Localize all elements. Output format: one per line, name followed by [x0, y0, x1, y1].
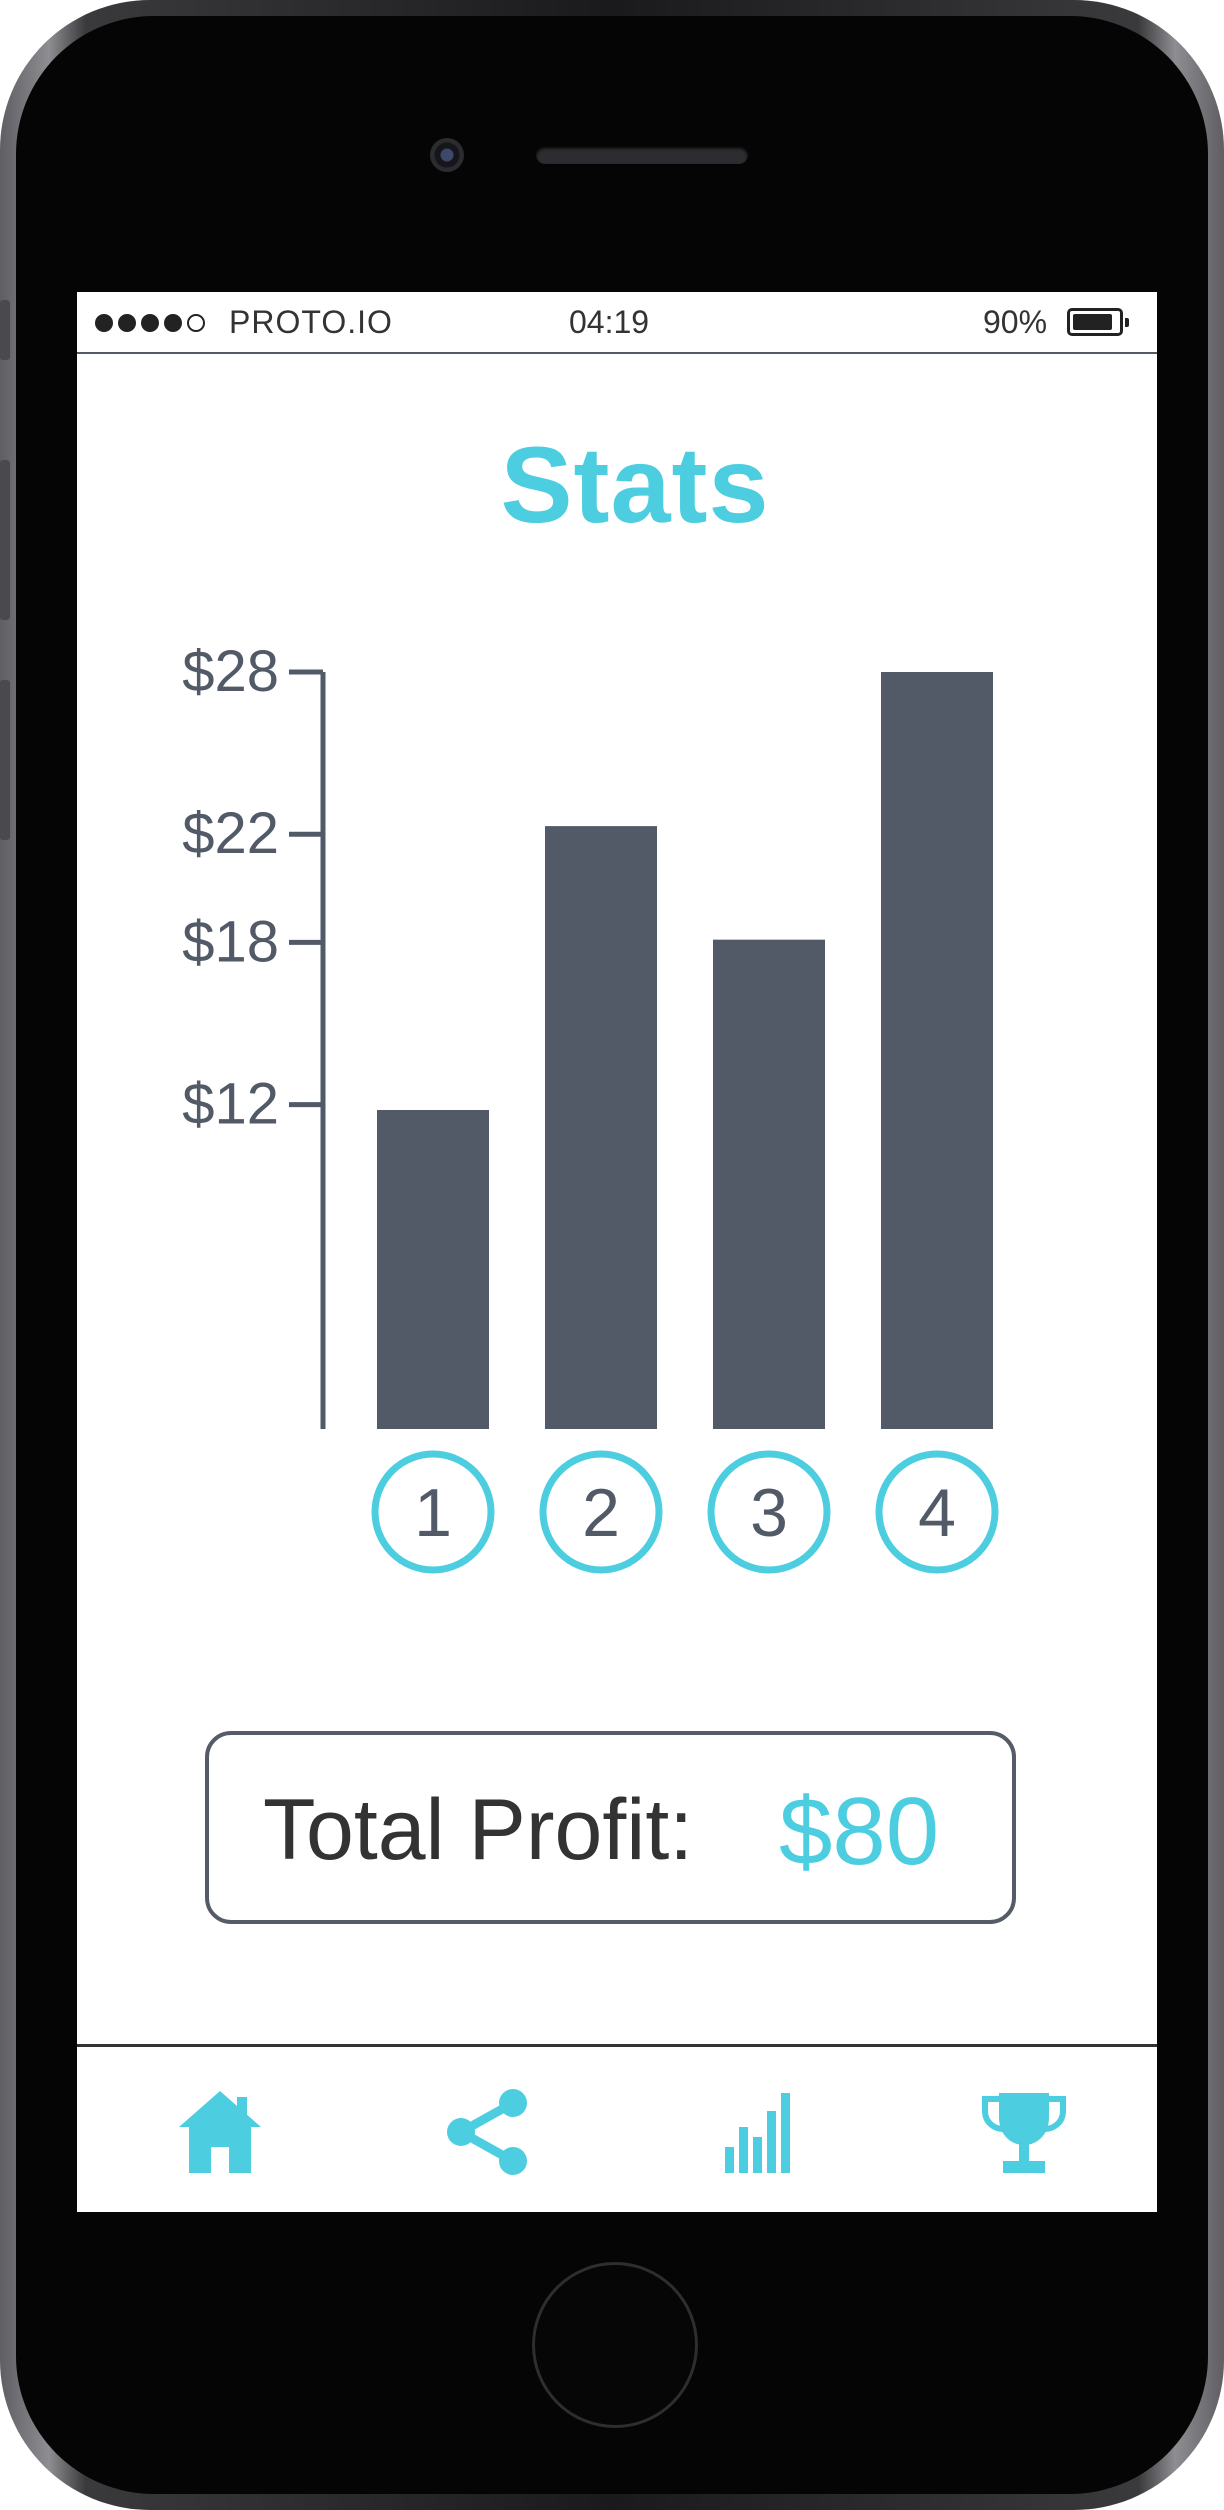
signal-dot	[118, 314, 136, 332]
profit-bar-chart: $28 $22 $18 $12 1 2 3 4	[182, 639, 999, 1574]
page-title: Stats	[500, 424, 770, 545]
home-icon	[179, 2091, 261, 2173]
front-camera	[430, 138, 464, 172]
signal-strength-icon	[95, 314, 205, 332]
tab-bar	[77, 2044, 1157, 2212]
total-profit-card: Total Profit: $80	[205, 1731, 1016, 1924]
signal-dot	[141, 314, 159, 332]
total-profit-value: $80	[779, 1778, 940, 1885]
trophy-icon	[982, 2093, 1066, 2173]
carrier-name: PROTO.IO	[229, 304, 393, 340]
status-bar: PROTO.IO 04:19 90%	[77, 292, 1157, 354]
y-tick-label: $28	[182, 639, 279, 704]
signal-dot	[187, 314, 205, 332]
volume-down-button	[0, 680, 10, 840]
status-time: 04:19	[569, 304, 650, 340]
x-tick-label: 3	[750, 1475, 788, 1551]
bar	[377, 1109, 489, 1429]
category-circle	[875, 1450, 999, 1574]
bar	[881, 672, 993, 1429]
total-profit-label: Total Profit:	[263, 1782, 694, 1878]
earpiece-speaker	[536, 146, 748, 164]
x-tick-label: 4	[918, 1475, 956, 1551]
x-tick-label: 1	[414, 1475, 452, 1551]
tab-share[interactable]	[443, 2087, 533, 2177]
battery-percentage: 90%	[983, 304, 1048, 340]
tab-stats[interactable]	[711, 2087, 801, 2177]
volume-up-button	[0, 460, 10, 620]
signal-dot	[164, 314, 182, 332]
y-tick-label: $18	[182, 909, 279, 974]
tab-achievements[interactable]	[979, 2087, 1069, 2177]
battery-icon	[1067, 308, 1129, 336]
y-tick-label: $22	[182, 801, 279, 866]
bar-chart-icon	[725, 2093, 790, 2173]
signal-dot	[95, 314, 113, 332]
bar	[713, 939, 825, 1429]
category-circle	[539, 1450, 663, 1574]
category-circle	[707, 1450, 831, 1574]
x-tick-label: 2	[582, 1475, 620, 1551]
tab-home[interactable]	[175, 2087, 265, 2177]
home-button[interactable]	[532, 2262, 698, 2428]
share-icon	[447, 2089, 527, 2175]
y-tick-label: $12	[182, 1072, 279, 1137]
bar	[545, 826, 657, 1429]
category-circle	[371, 1450, 495, 1574]
mute-switch	[0, 300, 10, 360]
screen: PROTO.IO 04:19 90% Stats $28 $22 $18 $12 1 2 3…	[77, 292, 1157, 2212]
